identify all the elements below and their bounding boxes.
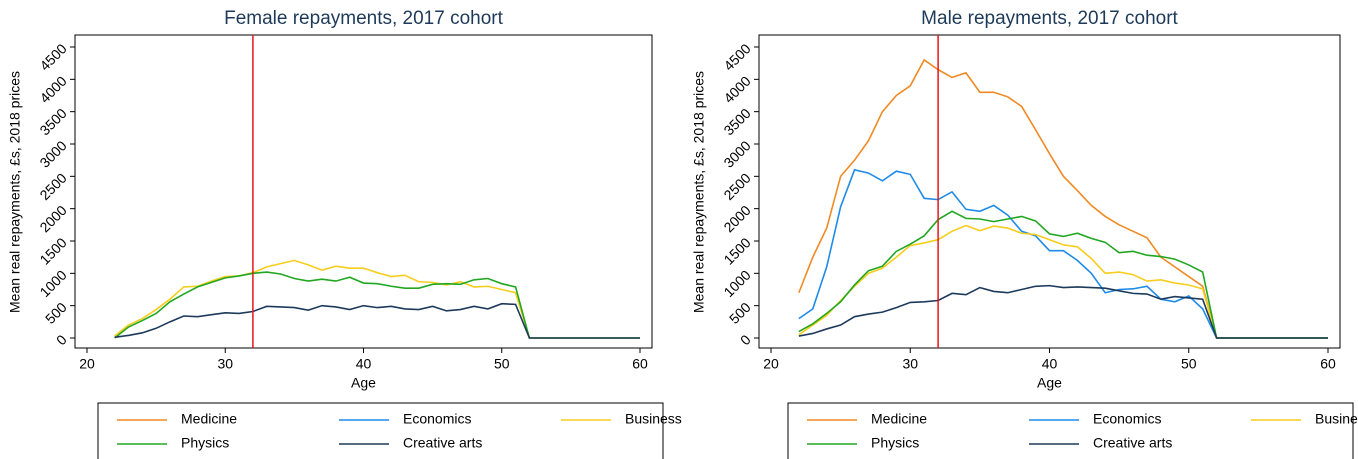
legend-label: Medicine xyxy=(871,411,927,427)
legend-label: Physics xyxy=(871,435,919,451)
legend-box xyxy=(97,402,664,459)
legend-label: Creative arts xyxy=(403,435,482,451)
series-line xyxy=(798,284,1328,339)
legend-label: Physics xyxy=(181,435,229,451)
x-tick-label: 20 xyxy=(763,356,779,372)
y-tick-label: 3500 xyxy=(36,105,69,138)
y-tick-label: 1000 xyxy=(720,267,753,300)
x-tick-label: 60 xyxy=(632,356,648,372)
y-tick-label: 1500 xyxy=(36,234,69,267)
y-axis-label: Mean real repayments, £s, 2018 prices xyxy=(7,71,23,313)
y-tick-label: 500 xyxy=(726,299,754,327)
plot-frame xyxy=(74,34,653,349)
x-axis-label: Age xyxy=(1037,375,1062,391)
y-tick-label: 0 xyxy=(737,331,754,348)
y-tick-label: 4000 xyxy=(720,73,753,106)
y-tick-label: 4500 xyxy=(720,40,753,73)
chart-title: Female repayments, 2017 cohort xyxy=(224,8,504,29)
x-tick-label: 40 xyxy=(356,356,372,372)
y-tick-label: 500 xyxy=(42,299,70,327)
y-tick-label: 2000 xyxy=(720,202,753,235)
series-line xyxy=(114,259,640,339)
x-axis-label: Age xyxy=(351,375,376,391)
x-tick-label: 40 xyxy=(1042,356,1058,372)
series-line xyxy=(798,224,1328,339)
y-tick-label: 4000 xyxy=(36,73,69,106)
x-tick-label: 30 xyxy=(902,356,918,372)
y-tick-label: 2000 xyxy=(36,202,69,235)
y-tick-label: 3000 xyxy=(720,137,753,170)
y-tick-label: 3000 xyxy=(36,137,69,170)
legend-label: Economics xyxy=(403,411,471,427)
y-tick-label: 1000 xyxy=(36,267,69,300)
y-tick-label: 4500 xyxy=(36,40,69,73)
x-tick-label: 60 xyxy=(1320,356,1336,372)
legend-label: Economics xyxy=(1093,411,1161,427)
y-tick-label: 0 xyxy=(53,331,70,348)
x-tick-label: 20 xyxy=(79,356,95,372)
series-line xyxy=(114,271,640,339)
x-tick-label: 50 xyxy=(494,356,510,372)
x-tick-label: 50 xyxy=(1181,356,1197,372)
y-tick-label: 2500 xyxy=(720,170,753,203)
legend-label: Business xyxy=(1315,411,1358,427)
legend-box xyxy=(787,402,1354,459)
series-line xyxy=(114,302,640,339)
y-axis-label: Mean real repayments, £s, 2018 prices xyxy=(691,71,707,313)
y-tick-label: 1500 xyxy=(720,234,753,267)
series-line xyxy=(798,58,1328,339)
legend-label: Medicine xyxy=(181,411,237,427)
chart-title: Male repayments, 2017 cohort xyxy=(921,8,1178,29)
y-tick-label: 3500 xyxy=(720,105,753,138)
x-tick-label: 30 xyxy=(217,356,233,372)
legend-label: Creative arts xyxy=(1093,435,1172,451)
y-tick-label: 2500 xyxy=(36,170,69,203)
series-line xyxy=(798,210,1328,339)
legend-label: Business xyxy=(625,411,682,427)
